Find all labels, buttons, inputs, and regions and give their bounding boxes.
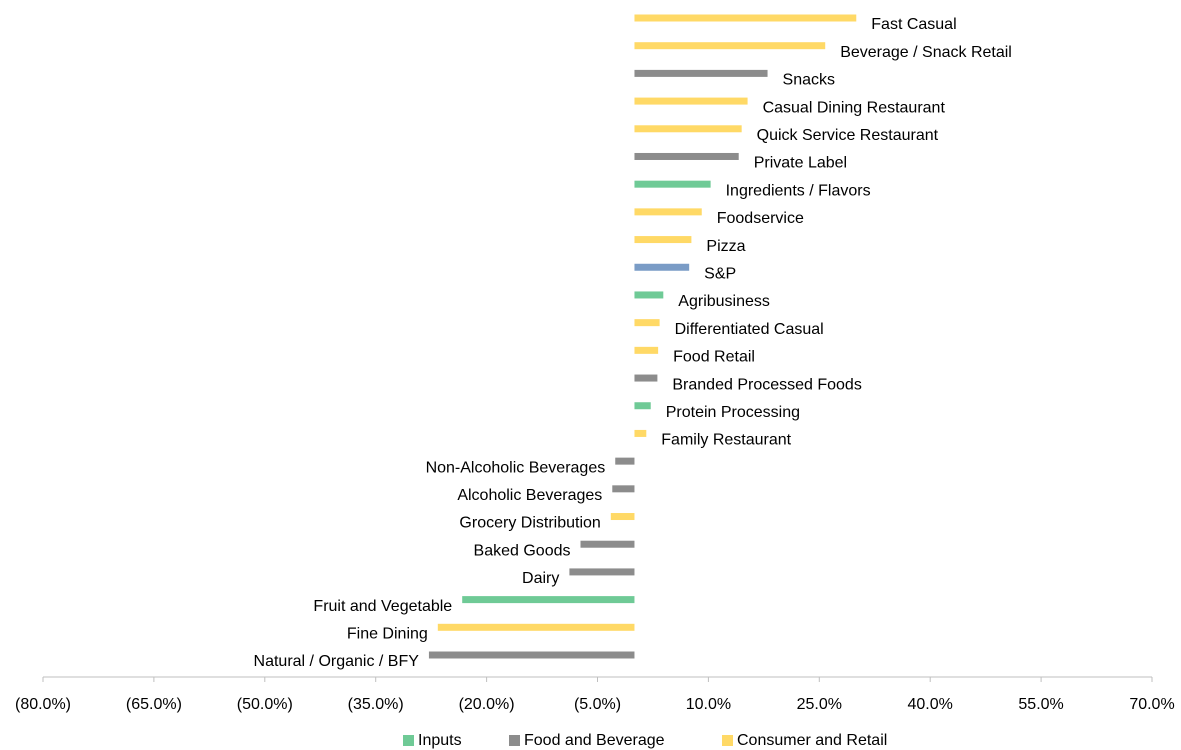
bar-label: S&P (704, 265, 736, 282)
bar-label: Protein Processing (666, 404, 800, 421)
bar-label: Fruit and Vegetable (313, 598, 452, 615)
bar (428, 651, 635, 659)
x-tick-label: 25.0% (797, 696, 842, 713)
bar-label: Non-Alcoholic Beverages (426, 459, 606, 476)
bar (634, 402, 651, 410)
legend-label: Food and Beverage (524, 732, 665, 749)
bar (634, 14, 857, 22)
legend-label: Consumer and Retail (737, 732, 887, 749)
bar-label: Grocery Distribution (459, 515, 600, 532)
bar-label: Food Retail (673, 349, 755, 366)
x-tick-label: (50.0%) (237, 696, 293, 713)
x-tick-label: (65.0%) (126, 696, 182, 713)
bar (462, 596, 635, 604)
bar (634, 429, 647, 437)
bar (634, 69, 768, 77)
bar-label: Private Label (754, 155, 847, 172)
bar-label: Baked Goods (474, 542, 571, 559)
bar (634, 236, 692, 244)
bar (580, 540, 635, 548)
x-tick-label: 40.0% (908, 696, 953, 713)
bar-label: Foodservice (717, 210, 804, 227)
bar-label: Agribusiness (678, 293, 770, 310)
bar-label: Alcoholic Beverages (457, 487, 602, 504)
x-tick-label: (20.0%) (459, 696, 515, 713)
bar-label: Quick Service Restaurant (757, 127, 939, 144)
bar-label: Natural / Organic / BFY (254, 653, 420, 670)
bar-label: Snacks (783, 72, 835, 89)
legend-label: Inputs (418, 732, 462, 749)
x-tick-label: (5.0%) (574, 696, 621, 713)
x-tick-label: 55.0% (1018, 696, 1063, 713)
bar (634, 97, 748, 105)
bar-label: Family Restaurant (661, 432, 791, 449)
bar (634, 319, 660, 327)
bar (615, 457, 635, 465)
bar (634, 125, 742, 133)
bar (634, 263, 690, 271)
bar (437, 623, 635, 631)
bar-label: Ingredients / Flavors (726, 182, 871, 199)
bar (634, 291, 664, 299)
legend-swatch (403, 735, 414, 746)
x-tick-label: 70.0% (1129, 696, 1174, 713)
bar-label: Pizza (706, 238, 745, 255)
bar (634, 346, 659, 354)
bar (634, 208, 702, 216)
bar (610, 513, 635, 521)
legend-swatch (509, 735, 520, 746)
bar (634, 152, 739, 160)
bar (612, 485, 635, 493)
bar-label: Casual Dining Restaurant (763, 99, 946, 116)
bar-label: Fast Casual (871, 16, 956, 33)
bar-label: Beverage / Snack Retail (840, 44, 1012, 61)
x-tick-label: (35.0%) (348, 696, 404, 713)
bar-label: Dairy (522, 570, 559, 587)
bar (634, 42, 826, 50)
bar-label: Differentiated Casual (675, 321, 824, 338)
bar-label: Fine Dining (347, 626, 428, 643)
bar (634, 374, 658, 382)
x-tick-label: 10.0% (686, 696, 731, 713)
bar (569, 568, 635, 576)
legend-swatch (722, 735, 733, 746)
bar-label: Branded Processed Foods (672, 376, 861, 393)
x-tick-label: (80.0%) (15, 696, 71, 713)
bar (634, 180, 711, 188)
